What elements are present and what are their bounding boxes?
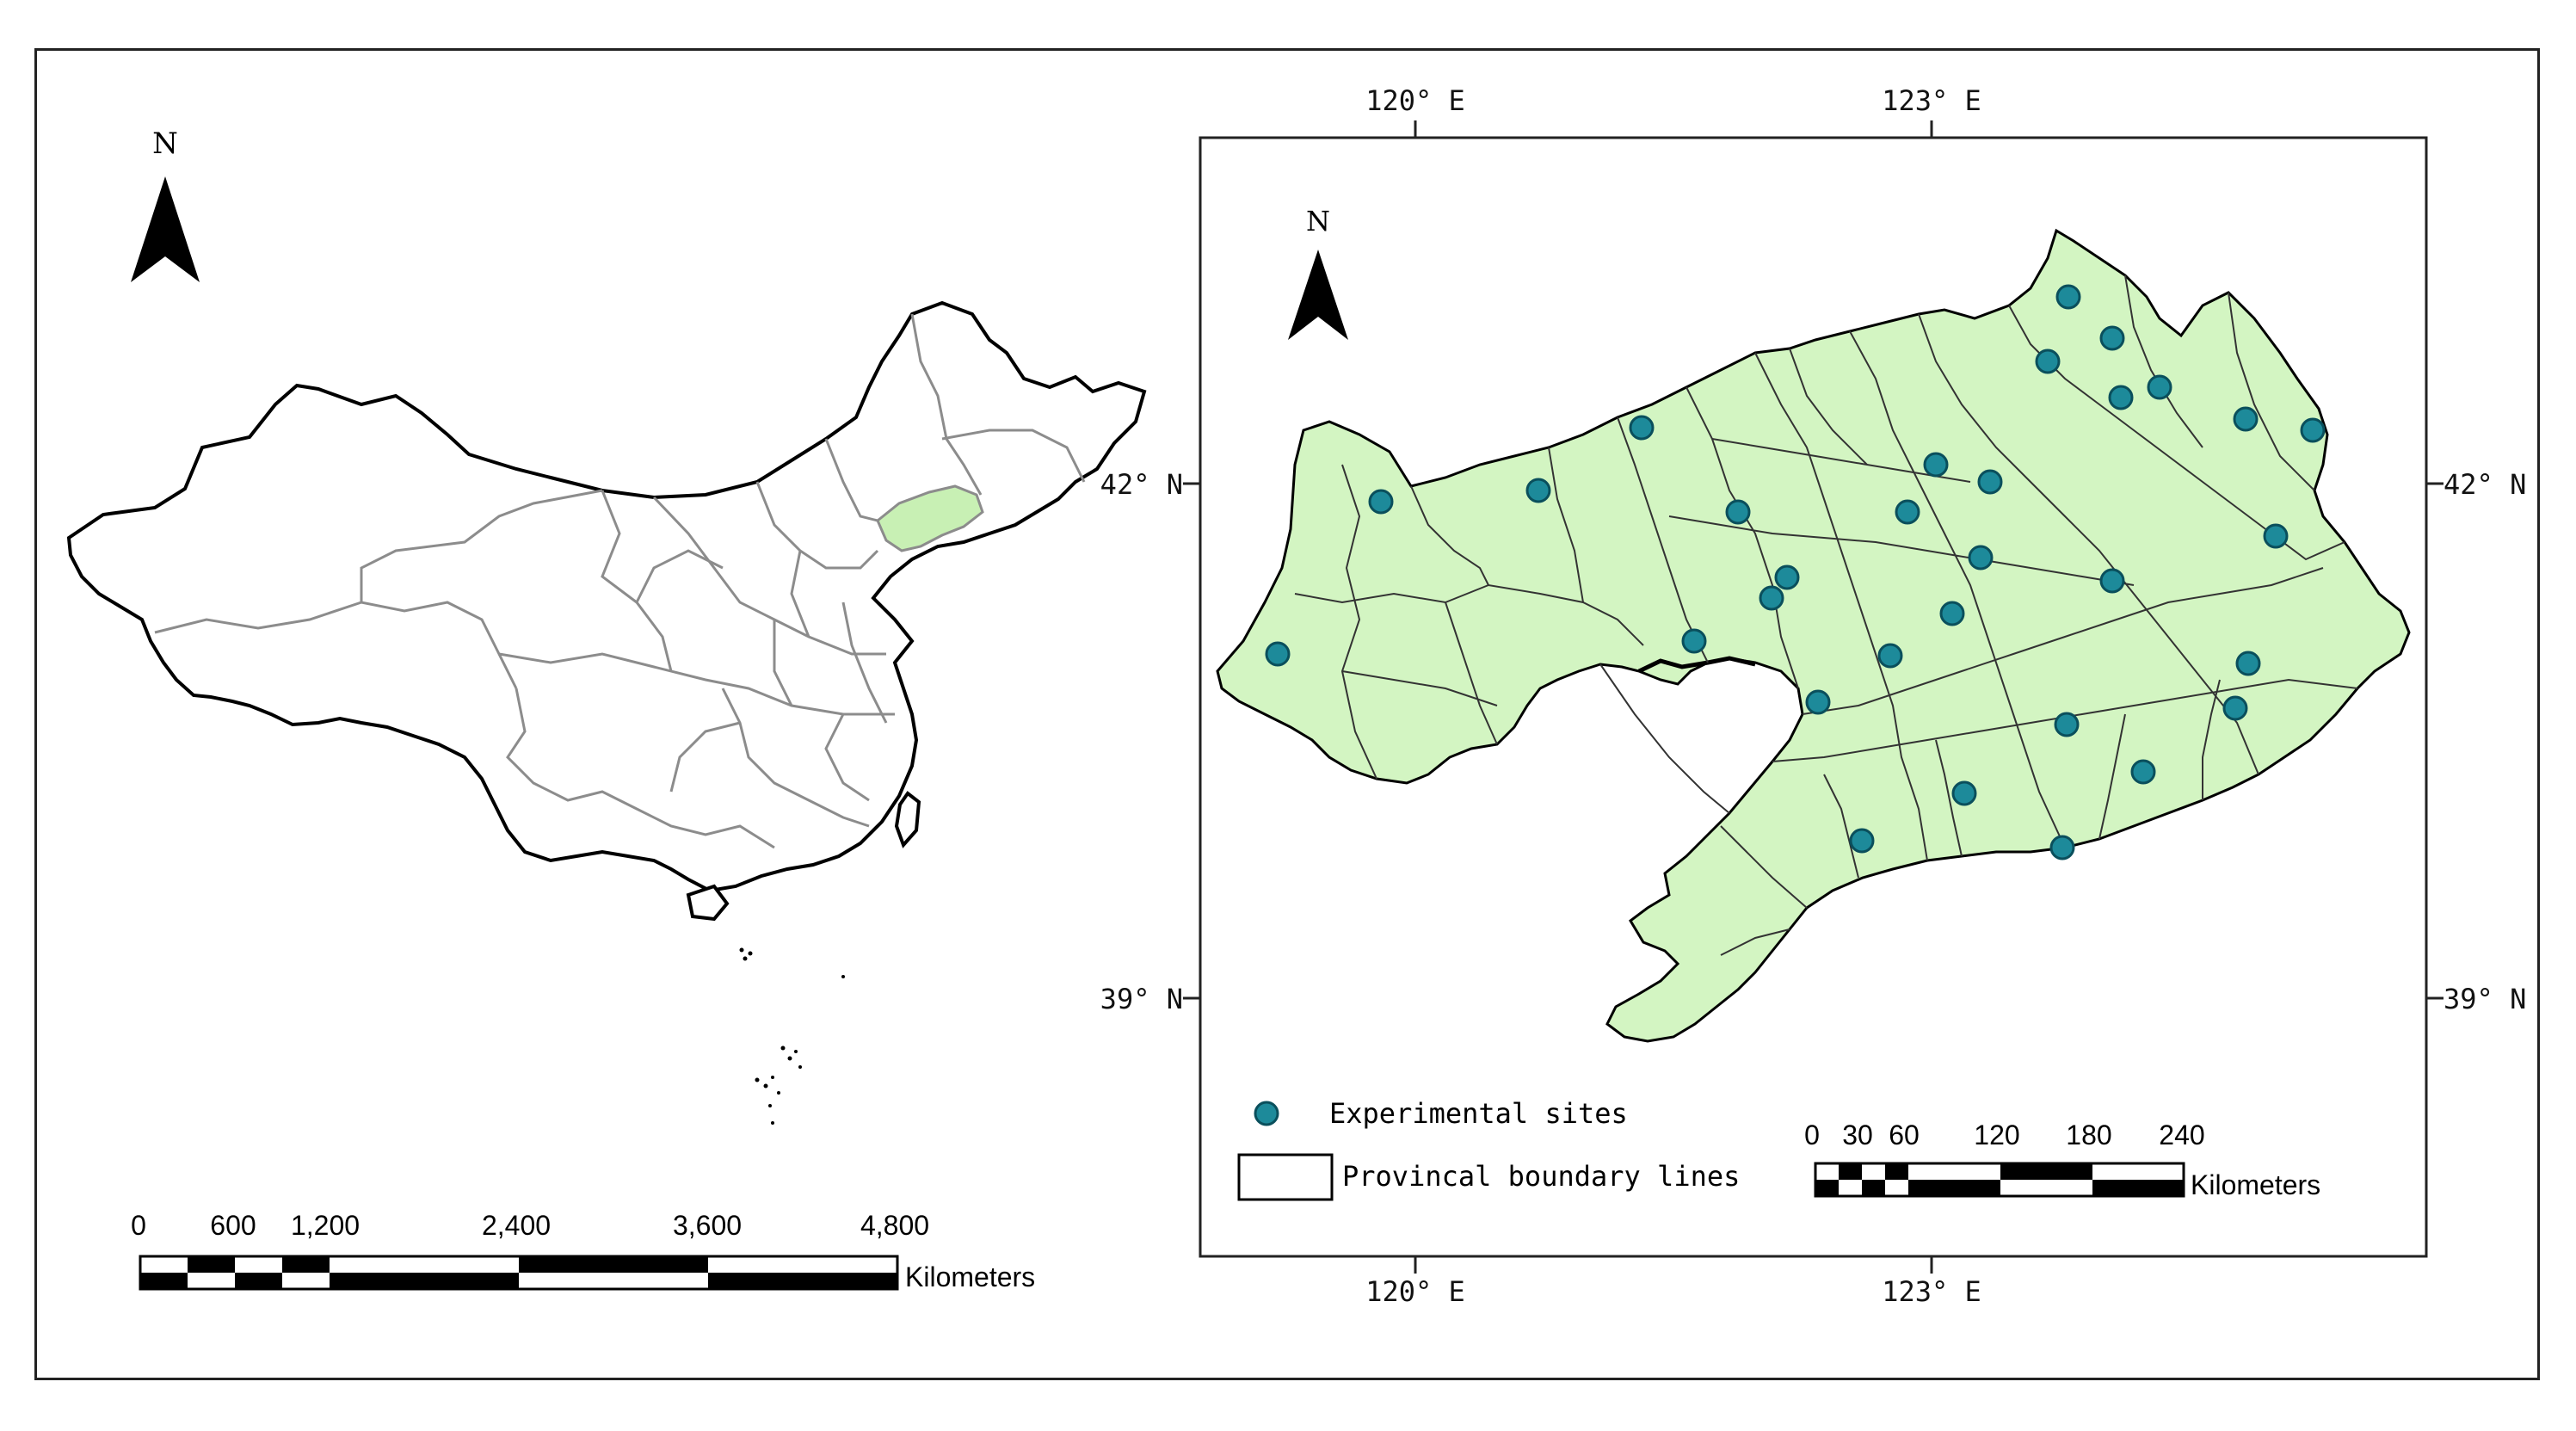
experimental-site-22	[1265, 641, 1291, 667]
county-boundaries	[1294, 274, 2358, 956]
top-lon-120: 120° E	[1365, 84, 1465, 117]
experimental-site-9	[1525, 478, 1551, 503]
china-outline	[66, 300, 1147, 893]
left-scale-label-5: 4,800	[860, 1210, 929, 1241]
hainan-island	[686, 884, 730, 922]
left-scale-bar: 0 600 1,200 2,400 3,600 4,800 Kilometers	[131, 1210, 1035, 1292]
right-scale-label-4: 180	[2066, 1120, 2111, 1150]
experimental-site-6	[2233, 406, 2259, 432]
experimental-site-28	[2130, 759, 2156, 785]
left-north-label: N	[152, 126, 178, 161]
left-scale-unit: Kilometers	[905, 1261, 1035, 1292]
bohai-coastline	[1637, 656, 1756, 674]
right-scale-label-3: 120	[1974, 1120, 2019, 1150]
experimental-site-17	[2263, 523, 2289, 549]
right-lat-39: 39° N	[2444, 983, 2526, 1015]
top-lon-123: 123° E	[1882, 84, 1981, 117]
graticule-ticks	[1183, 120, 2444, 1274]
taiwan-island	[894, 791, 921, 848]
experimental-site-1	[2055, 284, 2081, 310]
experimental-site-30	[1849, 828, 1875, 854]
left-north-arrow: N	[131, 126, 200, 282]
right-north-arrow: N	[1288, 205, 1348, 340]
legend-sites-label: Experimental sites	[1329, 1097, 1628, 1130]
experimental-site-10	[1368, 489, 1394, 515]
experimental-site-8	[1629, 415, 1655, 441]
left-scale-label-1: 600	[210, 1210, 256, 1241]
legend-boundary-symbol	[1237, 1153, 1334, 1201]
left-scale-label-4: 3,600	[673, 1210, 742, 1241]
bottom-lon-123: 123° E	[1882, 1275, 1981, 1308]
experimental-site-20	[1939, 601, 1965, 626]
south-sea-islands	[739, 947, 845, 1125]
map-legend: Experimental sites Provincal boundary li…	[1237, 1097, 1740, 1201]
experimental-site-13	[1895, 499, 1920, 525]
right-scale-unit: Kilometers	[2191, 1169, 2320, 1200]
right-north-label: N	[1306, 205, 1330, 237]
left-lat-39: 39° N	[1100, 983, 1183, 1015]
experimental-site-29	[1951, 780, 1977, 806]
right-scale-label-0: 0	[1804, 1120, 1820, 1150]
graticule-labels: 120° E 123° E 120° E 123° E 42° N 39° N …	[1100, 84, 2527, 1308]
right-scale-label-5: 240	[2159, 1120, 2204, 1150]
experimental-site-5	[2147, 374, 2172, 400]
experimental-site-21	[1681, 628, 1707, 654]
right-scale-bar: 0 30 60 120 180 240 Kilometers	[1804, 1120, 2320, 1200]
china-internal-boundaries	[154, 313, 1086, 849]
experimental-site-31	[2049, 835, 2075, 860]
left-scale-label-0: 0	[131, 1210, 146, 1241]
experimental-site-7	[2300, 417, 2326, 443]
experimental-sites	[1265, 284, 2326, 860]
figure-frame	[34, 48, 2540, 1380]
right-scale-label-2: 60	[1889, 1120, 1920, 1150]
experimental-site-3	[2035, 348, 2061, 374]
right-map-frame	[1199, 136, 2428, 1258]
liaoning-highlight	[876, 484, 984, 552]
right-scale-label-1: 30	[1842, 1120, 1873, 1150]
experimental-site-19	[1759, 585, 1784, 611]
experimental-site-24	[2235, 651, 2261, 676]
experimental-site-14	[1725, 499, 1751, 525]
experimental-site-23	[1877, 643, 1903, 669]
liaoning-province	[1216, 228, 2411, 1043]
bottom-lon-120: 120° E	[1365, 1275, 1465, 1308]
experimental-site-2	[2099, 325, 2125, 351]
legend-site-symbol	[1254, 1101, 1279, 1126]
right-lat-42: 42° N	[2444, 468, 2526, 501]
left-lat-42: 42° N	[1100, 468, 1183, 501]
experimental-site-25	[2222, 695, 2248, 721]
experimental-site-4	[2108, 385, 2134, 410]
left-scale-label-3: 2,400	[482, 1210, 551, 1241]
experimental-site-18	[1774, 564, 1800, 590]
experimental-site-12	[1977, 469, 2003, 495]
left-scale-label-2: 1,200	[291, 1210, 360, 1241]
experimental-site-11	[1923, 452, 1949, 478]
experimental-site-15	[1968, 545, 1994, 571]
legend-boundary-label: Provincal boundary lines	[1342, 1160, 1740, 1193]
experimental-site-27	[2054, 712, 2080, 737]
experimental-site-26	[1805, 689, 1831, 715]
experimental-site-16	[2099, 568, 2125, 594]
